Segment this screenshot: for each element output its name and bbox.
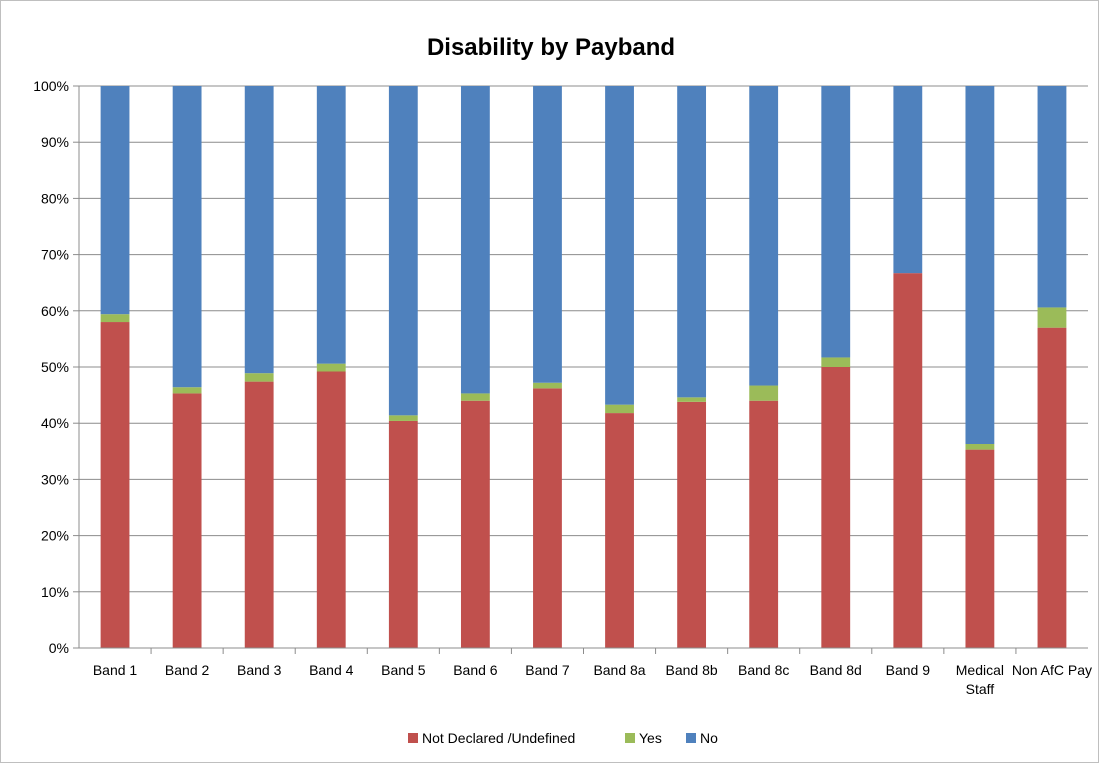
x-tick-label: Band 8c: [738, 662, 789, 678]
x-tick-label: Non AfC Pay: [1012, 662, 1092, 678]
bar-segment-yes: [244, 373, 274, 382]
bar-segment-not-declared-undefined: [821, 367, 851, 648]
bar-segment-no: [965, 86, 995, 444]
y-tick-label: 40%: [41, 415, 69, 431]
bar-segment-no: [749, 86, 779, 386]
bar-segment-not-declared-undefined: [172, 393, 202, 648]
x-tick-label: Band 7: [525, 662, 570, 678]
legend-swatch-not-declared-undefined: [408, 733, 418, 743]
y-axis: 0% 10% 20% 30% 40% 50% 60% 70% 80% 90% 100%: [33, 78, 80, 656]
y-tick-label: 70%: [41, 247, 69, 263]
bar-segment-no: [172, 86, 202, 388]
x-tick-label: Band 8d: [810, 662, 862, 678]
gridlines: [79, 85, 1088, 649]
x-tick-label: Band 8a: [593, 662, 645, 678]
bar-segment-yes: [749, 385, 779, 401]
x-tick-label: Band 3: [237, 662, 282, 678]
x-tick-label: Band 4: [309, 662, 354, 678]
x-tick-label: Band 5: [381, 662, 426, 678]
bar-segment-not-declared-undefined: [533, 388, 562, 648]
bar-segment-yes: [965, 443, 995, 450]
bar-segment-not-declared-undefined: [100, 322, 130, 648]
legend-swatch-yes: [625, 733, 635, 743]
bar-segment-no: [100, 86, 130, 315]
bar-segment-yes: [460, 393, 490, 401]
bar-segment-yes: [605, 404, 634, 414]
bar-segment-not-declared-undefined: [460, 400, 490, 648]
bar-segment-no: [460, 86, 490, 394]
x-tick-label: Band 8b: [666, 662, 718, 678]
bar-segment-no: [388, 86, 418, 416]
x-axis: Band 1 Band 2 Band 3 Band 4 Band 5 Band 6 Band…: [79, 647, 1092, 697]
x-tick-label: Band 9: [886, 662, 931, 678]
bar-segment-no: [677, 86, 707, 398]
bar-segment-yes: [1037, 307, 1067, 328]
bar-segment-no: [605, 86, 634, 405]
bar-segment-yes: [388, 415, 418, 421]
legend-label-yes: Yes: [639, 730, 662, 746]
y-tick-label: 0%: [49, 640, 69, 656]
bar-segment-yes: [100, 314, 130, 323]
y-tick-label: 100%: [33, 78, 69, 94]
y-tick-label: 50%: [41, 359, 69, 375]
bar-segment-yes: [172, 387, 202, 394]
bar-segment-no: [893, 86, 923, 274]
bar-segment-no: [1037, 86, 1067, 308]
x-tick-label: Band 1: [93, 662, 138, 678]
legend-label-not-declared-undefined: Not Declared /Undefined: [422, 730, 575, 746]
x-tick-label: Band 2: [165, 662, 210, 678]
legend-swatch-no: [686, 733, 696, 743]
bar-segment-not-declared-undefined: [965, 449, 995, 648]
bar-segment-yes: [821, 357, 851, 367]
x-tick-label: Medical Staff: [956, 662, 1004, 697]
bar-segment-no: [316, 86, 346, 364]
chart-title: Disability by Payband: [427, 34, 675, 61]
bar-segment-not-declared-undefined: [749, 400, 779, 648]
bar-segment-not-declared-undefined: [605, 413, 634, 648]
y-tick-label: 90%: [41, 134, 69, 150]
y-tick-label: 20%: [41, 528, 69, 544]
bar-segment-no: [821, 86, 851, 358]
bar-segment-yes: [533, 382, 562, 389]
bar-segment-not-declared-undefined: [244, 381, 274, 648]
bar-segment-yes: [316, 363, 346, 372]
bar-segment-not-declared-undefined: [893, 273, 923, 648]
y-tick-label: 80%: [41, 190, 69, 206]
bars: [100, 86, 1067, 648]
bar-segment-not-declared-undefined: [388, 420, 418, 648]
bar-segment-yes: [677, 397, 707, 402]
x-tick-label: Band 6: [453, 662, 498, 678]
y-tick-label: 10%: [41, 584, 69, 600]
y-tick-label: 60%: [41, 303, 69, 319]
bar-segment-no: [533, 86, 562, 383]
legend-label-no: No: [700, 730, 718, 746]
bar-segment-not-declared-undefined: [316, 371, 346, 648]
y-tick-label: 30%: [41, 471, 69, 487]
legend: Not Declared /Undefined Yes No: [408, 730, 718, 746]
bar-segment-not-declared-undefined: [677, 401, 707, 648]
bar-segment-no: [244, 86, 274, 374]
bar-segment-not-declared-undefined: [1037, 327, 1067, 648]
